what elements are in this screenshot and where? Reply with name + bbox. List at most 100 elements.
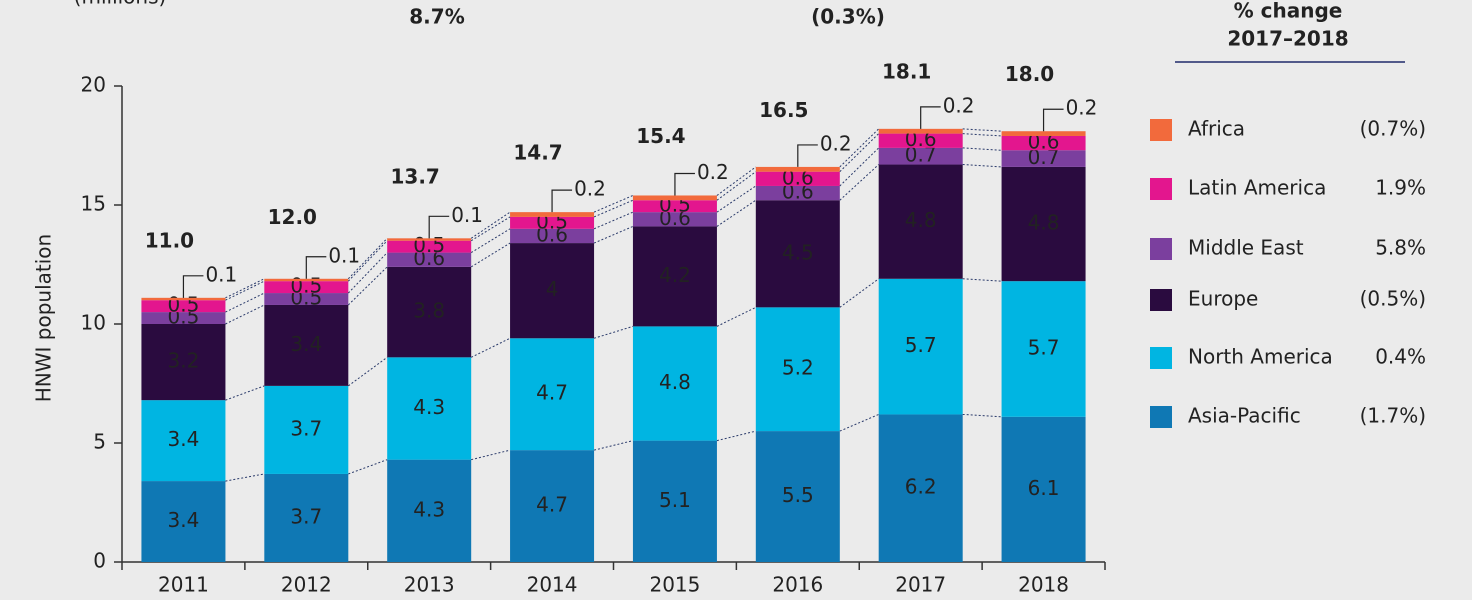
connector-line bbox=[225, 304, 265, 325]
x-tick-label: 2018 bbox=[1018, 573, 1069, 597]
legend-title: % change bbox=[1234, 0, 1343, 23]
bar-segment bbox=[878, 147, 963, 165]
connector-line bbox=[962, 164, 1002, 168]
connector-line bbox=[225, 473, 265, 482]
value-label: 4.2 bbox=[659, 263, 691, 287]
x-tick-label: 2012 bbox=[281, 573, 332, 597]
y-tick-label: 10 bbox=[81, 311, 106, 335]
value-label: 5.1 bbox=[659, 488, 691, 512]
annotation: (millions) bbox=[74, 0, 167, 9]
bar-segment bbox=[387, 266, 472, 358]
leader-line bbox=[920, 106, 941, 129]
total-label: 16.5 bbox=[759, 98, 808, 122]
bar-segment bbox=[632, 226, 717, 327]
connector-line bbox=[839, 147, 880, 187]
connector-line bbox=[593, 440, 634, 451]
value-label: 3.7 bbox=[290, 416, 322, 440]
value-label: 0.1 bbox=[205, 262, 237, 286]
bar-segment bbox=[878, 278, 963, 415]
bar-segment bbox=[878, 414, 963, 562]
x-tick-label: 2014 bbox=[527, 573, 578, 597]
bar-segment bbox=[264, 278, 349, 282]
bar-segment bbox=[387, 459, 472, 562]
connector-line bbox=[470, 216, 511, 242]
connector-line bbox=[716, 171, 757, 201]
total-label: 13.7 bbox=[391, 164, 440, 188]
bar-segment bbox=[1001, 416, 1086, 562]
total-label: 18.1 bbox=[882, 60, 931, 84]
y-tick-label: 5 bbox=[93, 430, 106, 454]
y-tick-label: 0 bbox=[93, 549, 106, 573]
connector-line bbox=[348, 459, 388, 475]
value-label: 4.3 bbox=[413, 395, 445, 419]
bar-segment bbox=[141, 481, 226, 562]
bar-segment bbox=[141, 297, 226, 301]
legend-label: North America bbox=[1188, 345, 1333, 369]
connector-line bbox=[347, 237, 388, 280]
value-label: 0.2 bbox=[820, 131, 852, 155]
connector-line bbox=[348, 356, 388, 387]
bar-segment bbox=[141, 312, 226, 324]
leader-line bbox=[1042, 108, 1064, 132]
value-label: 4 bbox=[546, 277, 559, 301]
legend-change: 0.4% bbox=[1375, 345, 1426, 369]
connector-line bbox=[593, 199, 634, 218]
bar-segment bbox=[878, 133, 963, 148]
value-label: 0.1 bbox=[451, 203, 483, 227]
leader-line bbox=[305, 256, 327, 279]
annotation: (0.3%) bbox=[811, 5, 885, 29]
total-label: 11.0 bbox=[145, 229, 194, 253]
connector-line bbox=[962, 133, 1002, 137]
bar-segment bbox=[1001, 131, 1086, 136]
legend-label: Europe bbox=[1188, 287, 1258, 311]
legend-label: Latin America bbox=[1188, 176, 1326, 200]
legend-change: 1.9% bbox=[1375, 176, 1426, 200]
connector-line bbox=[962, 128, 1002, 132]
value-label: 4.5 bbox=[782, 240, 814, 264]
connector-line bbox=[225, 385, 265, 401]
connector-line bbox=[347, 252, 388, 294]
bar-segment bbox=[141, 300, 226, 313]
leader-line bbox=[428, 215, 450, 239]
value-label: 5.7 bbox=[905, 333, 937, 357]
connector-line bbox=[470, 228, 511, 254]
connector-line bbox=[839, 128, 880, 168]
x-tick-label: 2013 bbox=[404, 573, 455, 597]
bar-segment bbox=[755, 171, 840, 186]
leader-line bbox=[797, 144, 818, 167]
value-label: 5.5 bbox=[782, 483, 814, 507]
value-label: 5.2 bbox=[782, 356, 814, 380]
bar-segment bbox=[1001, 281, 1086, 417]
bar-segment bbox=[387, 238, 472, 241]
leader-line bbox=[674, 172, 695, 196]
bar-segment bbox=[755, 200, 840, 308]
connector-line bbox=[593, 211, 634, 230]
value-label: 0.2 bbox=[697, 160, 729, 184]
legend-subtitle: 2017–2018 bbox=[1227, 27, 1348, 51]
value-label: 3.2 bbox=[168, 349, 200, 373]
legend-label: Middle East bbox=[1188, 236, 1304, 260]
value-label: 4.7 bbox=[536, 493, 568, 517]
bar-segment bbox=[387, 357, 472, 460]
bar-segment bbox=[264, 473, 349, 562]
annotation: 8.7% bbox=[409, 5, 464, 29]
connector-line bbox=[593, 225, 634, 244]
connector-line bbox=[225, 278, 265, 299]
bar-segment bbox=[510, 216, 595, 229]
legend-swatch bbox=[1150, 178, 1172, 200]
connector-line bbox=[347, 266, 388, 306]
bar-segment bbox=[1001, 150, 1086, 167]
bar-segment bbox=[878, 128, 963, 134]
x-tick-label: 2015 bbox=[649, 573, 700, 597]
bar-segment bbox=[632, 200, 717, 213]
bar-segment bbox=[755, 185, 840, 201]
bar-segment bbox=[264, 304, 349, 386]
legend-label: Asia-Pacific bbox=[1188, 404, 1301, 428]
legend-swatch bbox=[1150, 347, 1172, 369]
connector-line bbox=[716, 430, 756, 442]
legend-swatch bbox=[1150, 289, 1172, 311]
bar-segment bbox=[264, 281, 349, 294]
y-tick-label: 20 bbox=[81, 73, 106, 97]
